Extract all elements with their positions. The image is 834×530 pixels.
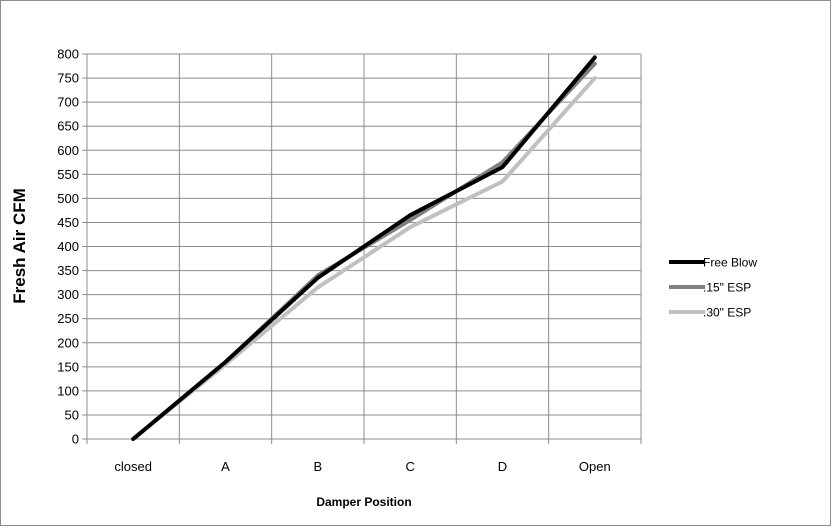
axes: 0 50 100 150 200 250 300 350 400 450 500 550 600 650 7… bbox=[57, 47, 642, 474]
y-tick-label: 800 bbox=[57, 47, 79, 62]
y-tick-label: 650 bbox=[57, 119, 79, 134]
x-tick-label: D bbox=[498, 459, 507, 474]
series-line bbox=[131, 55, 597, 441]
x-axis-title: Damper Position bbox=[316, 495, 411, 509]
y-tick-label: 100 bbox=[57, 383, 79, 398]
y-tick-label: 0 bbox=[72, 432, 79, 447]
y-tick-label: 550 bbox=[57, 167, 79, 182]
legend-label: .30" ESP bbox=[703, 306, 751, 320]
y-tick-label: 300 bbox=[57, 287, 79, 302]
y-tick-label: 250 bbox=[57, 311, 79, 326]
y-tick-label: 600 bbox=[57, 143, 79, 158]
y-tick-label: 200 bbox=[57, 335, 79, 350]
y-tick-label: 400 bbox=[57, 239, 79, 254]
y-tick-label: 500 bbox=[57, 191, 79, 206]
y-tick-label: 50 bbox=[65, 407, 79, 422]
x-tick-label: closed bbox=[114, 459, 152, 474]
y-tick-label: 450 bbox=[57, 215, 79, 230]
y-tick-label: 150 bbox=[57, 359, 79, 374]
x-tick-label: B bbox=[313, 459, 322, 474]
legend-label: Free Blow bbox=[703, 256, 757, 270]
y-tick-label: 750 bbox=[57, 71, 79, 86]
x-tick-label: Open bbox=[579, 459, 611, 474]
y-tick-label: 350 bbox=[57, 263, 79, 278]
y-tick-label: 700 bbox=[57, 95, 79, 110]
series-lines bbox=[131, 55, 597, 441]
grid-lines bbox=[87, 53, 642, 439]
y-axis-title: Fresh Air CFM bbox=[10, 188, 29, 304]
legend-label: .15" ESP bbox=[703, 281, 751, 295]
x-tick-label: A bbox=[221, 459, 230, 474]
legend: Free Blow .15" ESP .30" ESP bbox=[669, 256, 757, 320]
x-tick-label: C bbox=[405, 459, 414, 474]
